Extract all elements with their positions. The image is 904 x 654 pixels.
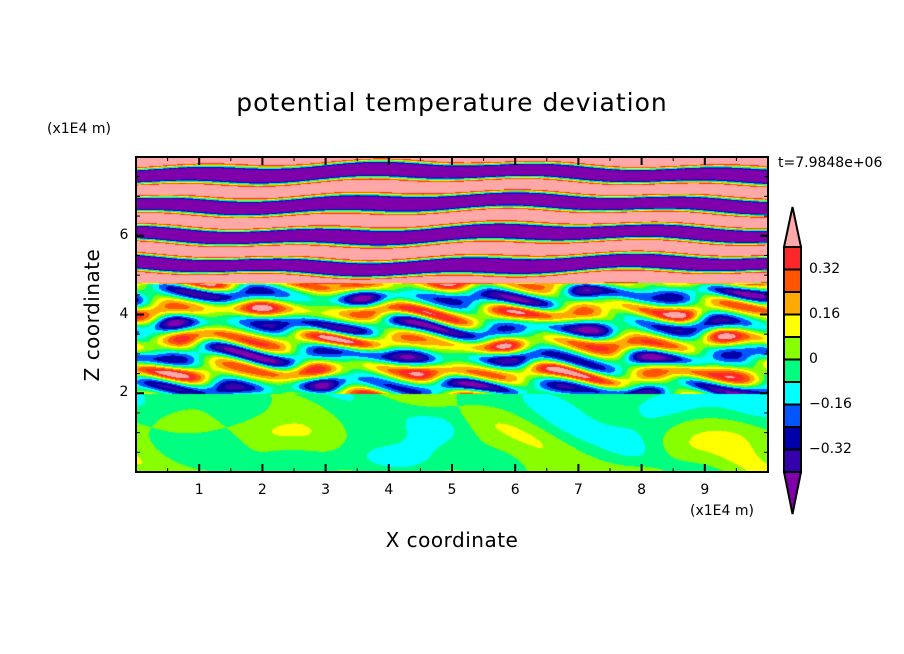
colorbar-tick-label: −0.32 <box>809 440 852 457</box>
colorbar-extend-high <box>782 206 803 248</box>
colorbar-swatch <box>783 291 802 316</box>
x-tick-label: 6 <box>510 482 520 498</box>
colorbar-tick-label: −0.16 <box>809 395 852 412</box>
colorbar-swatch <box>783 403 802 428</box>
plot-frame <box>135 156 769 473</box>
colorbar-tick-label: 0 <box>809 350 818 367</box>
contour-field <box>136 157 768 472</box>
colorbar-swatch <box>783 358 802 383</box>
x-tick-label: 4 <box>384 482 394 498</box>
colorbar-swatch <box>783 313 802 338</box>
colorbar-swatch <box>783 448 802 473</box>
colorbar-tick-label: 0.16 <box>809 305 841 322</box>
y-tick-label: 6 <box>119 226 129 243</box>
x-tick-label: 8 <box>637 482 647 498</box>
colorbar-swatch <box>783 381 802 406</box>
colorbar-swatch <box>783 268 802 293</box>
x-tick-label: 9 <box>700 482 710 498</box>
x-tick-label: 5 <box>447 482 457 498</box>
y-tick-label: 2 <box>119 384 129 401</box>
x-unit-label: (x1E4 m) <box>690 503 754 519</box>
colorbar-swatch <box>783 246 802 271</box>
colorbar-swatch <box>783 336 802 361</box>
x-tick-label: 1 <box>194 482 204 498</box>
time-annotation: t=7.9848e+06 <box>778 155 883 171</box>
colorbar-extend-low <box>782 471 803 515</box>
x-tick-label: 2 <box>257 482 267 498</box>
x-axis-label: X coordinate <box>385 528 519 552</box>
x-tick-label: 3 <box>321 482 331 498</box>
y-unit-label: (x1E4 m) <box>47 121 111 137</box>
colorbar-tick-label: 0.32 <box>809 260 841 277</box>
chart-title: potential temperature deviation <box>236 88 668 117</box>
x-tick-label: 7 <box>573 482 583 498</box>
colorbar-swatch <box>783 426 802 451</box>
y-tick-label: 4 <box>119 305 129 322</box>
